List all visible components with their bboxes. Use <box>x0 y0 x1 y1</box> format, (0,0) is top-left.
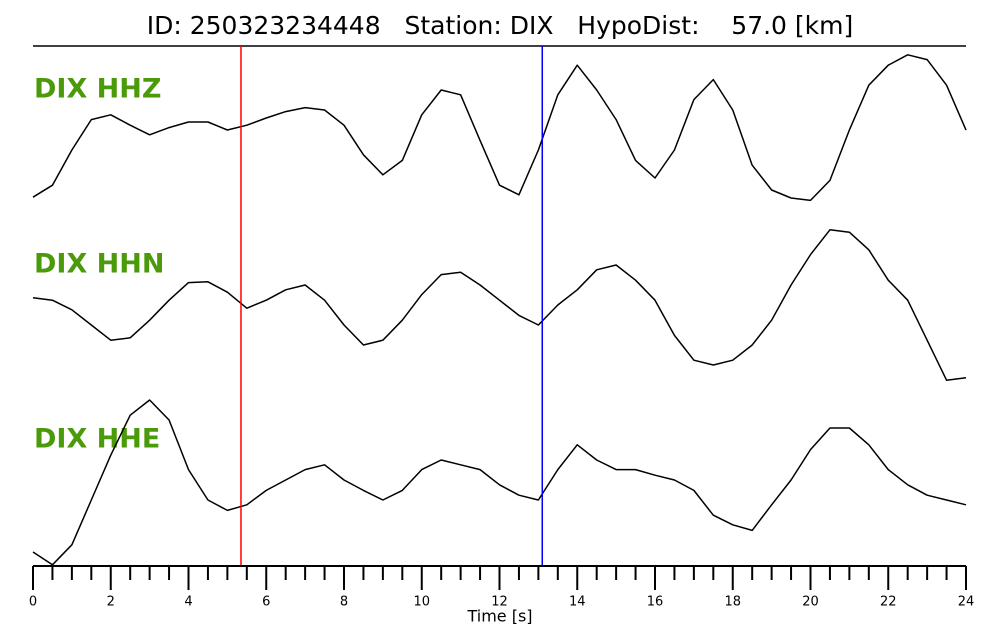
x-tick-label: 16 <box>647 595 664 610</box>
x-tick-label: 24 <box>958 595 975 610</box>
waveform-trace <box>32 54 967 202</box>
chart-title: ID: 250323234448 Station: DIX HypoDist: … <box>147 11 853 40</box>
waveform-trace <box>32 399 967 566</box>
x-tick-label: 0 <box>29 595 37 610</box>
x-axis-label: Time [s] <box>466 607 532 626</box>
x-tick-label: 14 <box>569 595 586 610</box>
x-tick-label: 6 <box>262 595 270 610</box>
waveform-trace <box>32 229 967 381</box>
x-tick-label: 20 <box>802 595 819 610</box>
x-tick-label: 2 <box>107 595 115 610</box>
x-tick-label: 8 <box>340 595 348 610</box>
x-tick-label: 22 <box>880 595 897 610</box>
x-tick-label: 18 <box>724 595 741 610</box>
trace-label: DIX HHE <box>34 424 160 455</box>
x-tick-label: 4 <box>184 595 192 610</box>
trace-label: DIX HHN <box>34 249 164 280</box>
x-tick-label: 10 <box>413 595 430 610</box>
x-tick-label: 12 <box>491 595 508 610</box>
trace-label: DIX HHZ <box>34 74 161 105</box>
